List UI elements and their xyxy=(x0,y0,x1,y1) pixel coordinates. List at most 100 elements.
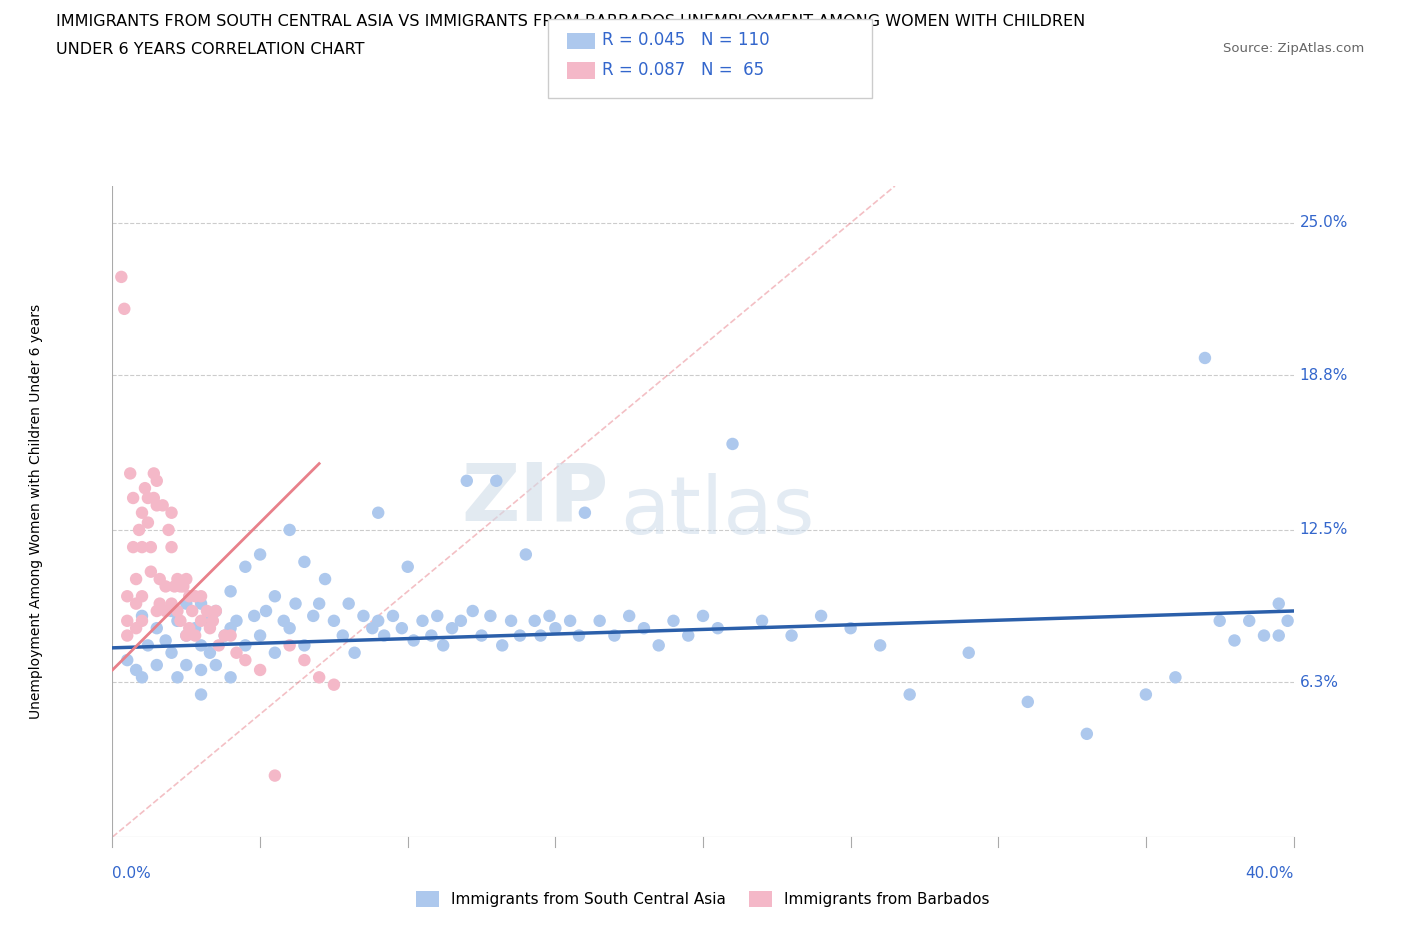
Point xyxy=(120,466,142,481)
Point xyxy=(574,505,596,520)
Point xyxy=(264,645,287,660)
Point xyxy=(128,523,150,538)
Point xyxy=(190,687,212,702)
Point xyxy=(254,604,277,618)
Point xyxy=(633,620,655,635)
Point xyxy=(233,559,256,574)
Point xyxy=(201,614,224,629)
Point xyxy=(146,620,169,635)
Point xyxy=(160,596,183,611)
Point xyxy=(142,490,165,505)
Point xyxy=(125,596,148,611)
Point xyxy=(149,572,172,587)
Point xyxy=(314,572,336,587)
Point xyxy=(302,608,325,623)
Point xyxy=(588,614,610,629)
Point xyxy=(160,505,183,520)
Point xyxy=(233,653,256,668)
Point xyxy=(869,638,891,653)
Text: Source: ZipAtlas.com: Source: ZipAtlas.com xyxy=(1223,42,1364,55)
Point xyxy=(501,614,523,629)
Point xyxy=(898,687,921,702)
Point xyxy=(198,620,221,635)
Text: ZIP: ZIP xyxy=(461,459,609,538)
Text: 6.3%: 6.3% xyxy=(1299,675,1339,690)
Point xyxy=(1239,614,1261,629)
Point xyxy=(367,614,389,629)
Point xyxy=(780,628,803,643)
Point xyxy=(117,589,138,604)
Point xyxy=(751,614,773,629)
Point xyxy=(125,662,148,677)
Text: atlas: atlas xyxy=(620,472,814,551)
Point xyxy=(538,608,561,623)
Point xyxy=(155,604,177,618)
Point xyxy=(174,628,197,643)
Point xyxy=(337,596,360,611)
Point xyxy=(219,628,242,643)
Point xyxy=(264,589,287,604)
Point xyxy=(1268,596,1291,611)
Point xyxy=(343,645,366,660)
Point xyxy=(568,628,591,643)
Text: IMMIGRANTS FROM SOUTH CENTRAL ASIA VS IMMIGRANTS FROM BARBADOS UNEMPLOYMENT AMON: IMMIGRANTS FROM SOUTH CENTRAL ASIA VS IM… xyxy=(56,14,1085,29)
Point xyxy=(529,628,551,643)
Point xyxy=(174,658,197,672)
Point xyxy=(205,604,228,618)
Point xyxy=(839,620,862,635)
Point xyxy=(278,523,301,538)
Point xyxy=(184,628,207,643)
Point xyxy=(485,473,508,488)
Point xyxy=(515,547,537,562)
Point xyxy=(1208,614,1232,629)
Point xyxy=(249,662,271,677)
Point xyxy=(367,505,389,520)
Text: UNDER 6 YEARS CORRELATION CHART: UNDER 6 YEARS CORRELATION CHART xyxy=(56,42,364,57)
Point xyxy=(179,620,201,635)
Point xyxy=(308,596,330,611)
Text: 25.0%: 25.0% xyxy=(1299,216,1348,231)
Point xyxy=(603,628,626,643)
Point xyxy=(149,596,172,611)
Point xyxy=(139,565,162,579)
Point xyxy=(142,466,165,481)
Point xyxy=(544,620,567,635)
Point xyxy=(647,638,671,653)
Point xyxy=(160,645,183,660)
Point xyxy=(155,633,177,648)
Point xyxy=(169,614,191,629)
Point xyxy=(432,638,454,653)
Point xyxy=(491,638,513,653)
Point xyxy=(214,628,236,643)
Point xyxy=(225,614,247,629)
Point xyxy=(264,768,287,783)
Point xyxy=(163,579,186,594)
Point xyxy=(373,628,395,643)
Point xyxy=(198,645,221,660)
Point xyxy=(208,638,231,653)
Text: Unemployment Among Women with Children Under 6 years: Unemployment Among Women with Children U… xyxy=(28,304,42,719)
Point xyxy=(1277,614,1299,629)
Point xyxy=(139,539,162,554)
Point xyxy=(190,596,212,611)
Point xyxy=(558,614,582,629)
Point xyxy=(332,628,354,643)
Point xyxy=(219,670,242,684)
Point xyxy=(125,572,148,587)
Point xyxy=(292,653,315,668)
Point xyxy=(190,589,212,604)
Point xyxy=(122,490,145,505)
Point xyxy=(278,638,301,653)
Point xyxy=(461,604,484,618)
Point xyxy=(160,604,183,618)
Point xyxy=(131,505,153,520)
Point xyxy=(1268,628,1291,643)
Point xyxy=(692,608,714,623)
Point xyxy=(249,547,271,562)
Point xyxy=(134,481,156,496)
Point xyxy=(361,620,384,635)
Point xyxy=(810,608,832,623)
Point xyxy=(957,645,980,660)
Point xyxy=(157,523,180,538)
Point xyxy=(1223,633,1246,648)
